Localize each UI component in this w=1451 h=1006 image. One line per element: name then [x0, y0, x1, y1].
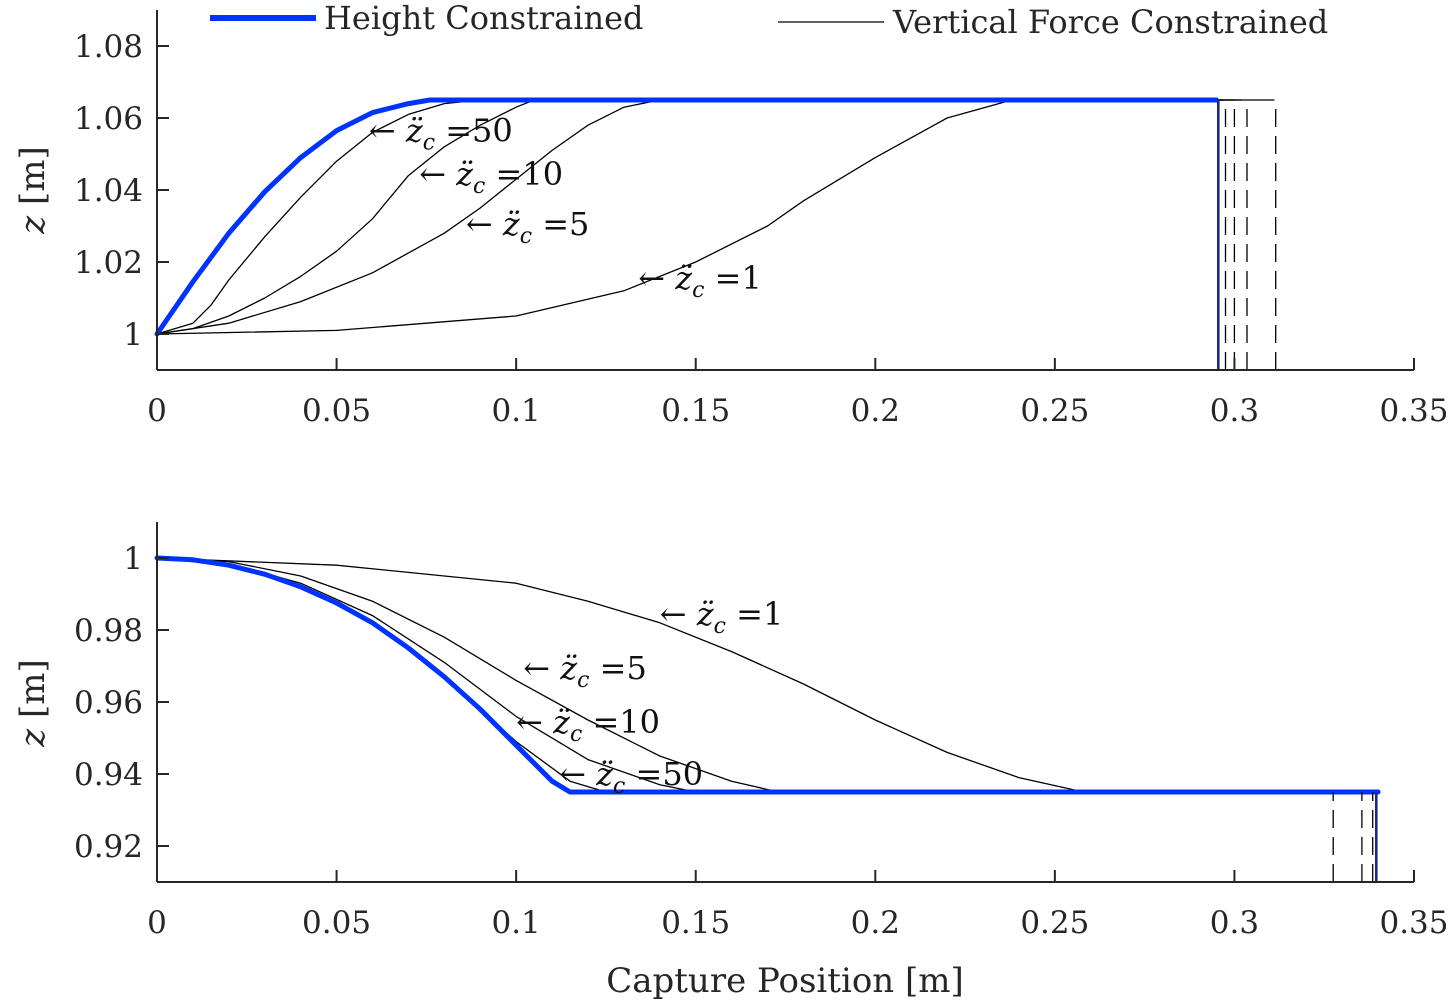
bottom-ylabel: z [m]: [13, 659, 53, 748]
legend-force-label: Vertical Force Constrained: [892, 3, 1328, 41]
bottom-series-force-1: [156, 557, 1365, 793]
top-xtick-label-1: 0.05: [302, 393, 371, 429]
bottom-curves: [154, 555, 1381, 882]
bottom-xtick-label-0: 0: [147, 905, 167, 941]
bottom-xtick-label-3: 0.15: [661, 905, 730, 941]
top-xtick-label-4: 0.2: [851, 393, 900, 429]
bottom-ylabel-var: z: [13, 728, 53, 748]
top-series-force-1: [156, 99, 1225, 335]
bottom-series-height-4: [154, 555, 1381, 795]
top-panel: 0 0.05 0.1 0.15 0.2 0.25 0.3 0.35 1 1.02 1.04 1.06 1…: [13, 10, 1449, 429]
legend-height-label: Height Constrained: [324, 0, 643, 37]
top-ylabel: z [m]: [13, 146, 53, 235]
bottom-annotation-0: ← z̈c =1: [660, 595, 784, 639]
bottom-xtick-label-7: 0.35: [1379, 905, 1448, 941]
bottom-ytick-label-2: 0.96: [74, 685, 143, 721]
bottom-xtick-label-4: 0.2: [851, 905, 900, 941]
bottom-annotation-2: ← z̈c =10: [516, 703, 660, 747]
bottom-series-force-0: [156, 557, 1372, 793]
bottom-xlabel: Capture Position [m]: [606, 961, 964, 1001]
top-annotation-0: ← z̈c =50: [369, 112, 513, 156]
bottom-xtick-label-1: 0.05: [302, 905, 371, 941]
top-ylabel-unit: [m]: [13, 146, 53, 205]
top-curves: [154, 97, 1277, 370]
top-xtick-label-2: 0.1: [491, 393, 540, 429]
bottom-panel: 0 0.05 0.1 0.15 0.2 0.25 0.3 0.35 0.92 0.94 0.96 0.…: [13, 522, 1449, 1001]
top-xtick-label-0: 0: [147, 393, 167, 429]
top-series-height-0: [154, 97, 1219, 337]
bottom-axes: 0 0.05 0.1 0.15 0.2 0.25 0.3 0.35 0.92 0.94 0.96 0.…: [74, 522, 1449, 941]
bottom-series-force-2: [156, 557, 1365, 793]
bottom-xtick-label-6: 0.3: [1210, 905, 1259, 941]
top-xtick-label-6: 0.3: [1210, 393, 1259, 429]
bottom-ytick-label-1: 0.94: [74, 757, 143, 793]
top-ytick-label-2: 1.04: [74, 173, 143, 209]
top-annotation-2: ← z̈c =5: [466, 205, 590, 249]
top-annotation-1: ← z̈c =10: [419, 155, 563, 199]
top-xtick-label-5: 0.25: [1020, 393, 1089, 429]
top-ytick-label-0: 1: [123, 317, 143, 353]
top-ytick-label-1: 1.02: [74, 245, 143, 281]
top-xtick-label-3: 0.15: [661, 393, 730, 429]
bottom-xtick-label-2: 0.1: [491, 905, 540, 941]
top-ytick-label-4: 1.08: [74, 29, 143, 65]
bottom-series-force-3: [156, 557, 1336, 793]
top-annotation-3: ← z̈c =1: [638, 259, 762, 303]
bottom-ytick-label-4: 1: [123, 541, 143, 577]
top-series-force-4: [156, 99, 1275, 335]
bottom-annotation-3: ← z̈c =50: [559, 755, 703, 799]
top-ytick-label-3: 1.06: [74, 101, 143, 137]
bottom-annotation-1: ← z̈c =5: [523, 649, 647, 693]
top-xtick-label-7: 0.35: [1379, 393, 1448, 429]
top-axes: 0 0.05 0.1 0.15 0.2 0.25 0.3 0.35 1 1.02 1.04 1.06 1…: [74, 10, 1449, 429]
bottom-ylabel-unit: [m]: [13, 659, 53, 718]
legend: Height Constrained Vertical Force Constr…: [210, 0, 1328, 41]
bottom-ytick-label-0: 0.92: [74, 829, 143, 865]
bottom-ytick-label-3: 0.98: [74, 613, 143, 649]
bottom-xtick-label-5: 0.25: [1020, 905, 1089, 941]
top-ylabel-var: z: [13, 215, 53, 235]
